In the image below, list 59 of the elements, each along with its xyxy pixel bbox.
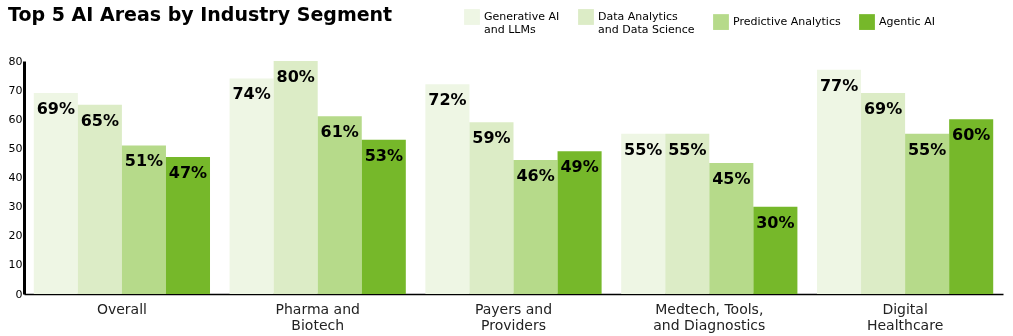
data-label: 45% <box>712 168 751 188</box>
bar <box>165 157 211 294</box>
y-tick-label: 10 <box>8 258 23 272</box>
bar <box>121 145 166 294</box>
bar <box>557 151 602 294</box>
data-label: 69% <box>36 99 75 119</box>
data-label: 61% <box>320 122 359 142</box>
bar <box>229 78 274 294</box>
bar <box>273 61 318 294</box>
y-tick-label: 60 <box>8 112 23 126</box>
bar <box>33 93 78 294</box>
y-tick-label: 20 <box>8 229 23 243</box>
bar <box>753 206 798 294</box>
y-tick-label: 40 <box>8 171 23 184</box>
bar <box>665 133 710 294</box>
bar <box>949 119 994 294</box>
data-label: 65% <box>80 110 120 130</box>
data-label: 46% <box>516 166 555 186</box>
data-label: 72% <box>428 90 467 110</box>
bar <box>317 116 362 294</box>
bar <box>621 133 666 294</box>
legend-label: Data Analytics and Data Science <box>598 10 695 36</box>
bar <box>361 139 406 294</box>
data-label: 55% <box>907 139 947 159</box>
data-label: 74% <box>232 84 271 104</box>
bar <box>861 93 906 294</box>
y-tick-label: 30 <box>8 200 23 214</box>
x-tick-label: Pharma and Biotech <box>275 300 360 333</box>
data-label: 49% <box>560 157 599 177</box>
legend-label: Predictive Analytics <box>733 15 841 29</box>
data-label: 30% <box>756 212 795 232</box>
x-tick-label: Digital Healthcare <box>866 300 944 333</box>
x-tick-label: Medtech, Tools, and Diagnostics <box>653 300 766 333</box>
bar <box>425 84 470 294</box>
y-tick-label: 80 <box>8 54 23 68</box>
bar <box>77 104 122 294</box>
bar <box>905 133 950 294</box>
data-label: 77% <box>819 75 859 95</box>
bar <box>709 162 754 294</box>
y-tick-label: 0 <box>15 287 23 301</box>
data-label: 60% <box>952 125 991 145</box>
data-label: 53% <box>364 145 403 165</box>
data-label: 80% <box>276 67 315 86</box>
y-tick-label: 50 <box>8 141 23 155</box>
data-label: 47% <box>168 163 208 183</box>
data-label: 51% <box>124 151 164 171</box>
legend-label: Generative AI and LLMs <box>484 10 560 36</box>
chart-title: Top 5 AI Areas by Industry Segment <box>8 3 393 25</box>
legend-label: Agentic AI <box>879 15 935 29</box>
data-label: 59% <box>472 128 511 148</box>
bar <box>816 69 862 294</box>
data-label: 55% <box>668 139 707 159</box>
bar <box>513 160 558 294</box>
data-label: 55% <box>624 139 663 159</box>
data-label: 69% <box>863 99 903 119</box>
x-tick-label: Overall <box>96 300 147 317</box>
y-tick-label: 70 <box>8 83 23 97</box>
x-tick-label: Payers and Providers <box>474 300 553 333</box>
bar <box>469 122 514 294</box>
